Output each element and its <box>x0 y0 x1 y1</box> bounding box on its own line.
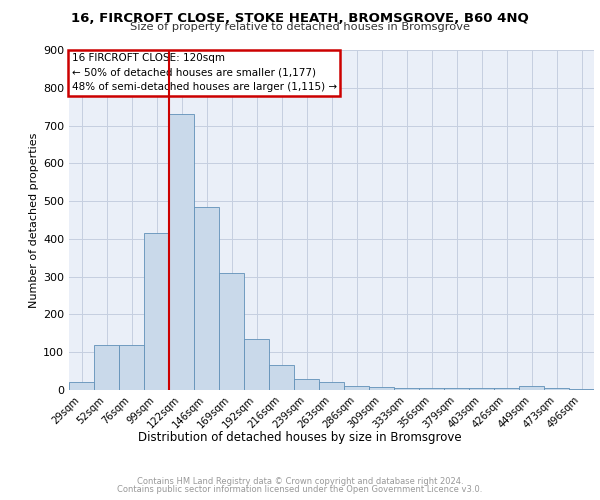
Bar <box>519 386 544 390</box>
Bar <box>369 387 394 390</box>
Bar <box>469 388 494 390</box>
Bar <box>444 388 469 390</box>
Bar <box>494 388 519 390</box>
Bar <box>419 388 444 390</box>
Bar <box>319 382 344 390</box>
Bar <box>294 380 319 390</box>
Y-axis label: Number of detached properties: Number of detached properties <box>29 132 39 308</box>
Bar <box>94 344 119 390</box>
Bar <box>169 114 194 390</box>
Bar <box>219 273 244 390</box>
Bar <box>69 382 94 390</box>
Bar <box>244 339 269 390</box>
Bar <box>569 389 594 390</box>
Bar <box>194 207 219 390</box>
Bar <box>394 388 419 390</box>
Text: Distribution of detached houses by size in Bromsgrove: Distribution of detached houses by size … <box>138 431 462 444</box>
Text: Contains public sector information licensed under the Open Government Licence v3: Contains public sector information licen… <box>118 485 482 494</box>
Bar <box>269 366 294 390</box>
Text: Size of property relative to detached houses in Bromsgrove: Size of property relative to detached ho… <box>130 22 470 32</box>
Text: Contains HM Land Registry data © Crown copyright and database right 2024.: Contains HM Land Registry data © Crown c… <box>137 477 463 486</box>
Bar <box>144 233 169 390</box>
Text: 16, FIRCROFT CLOSE, STOKE HEATH, BROMSGROVE, B60 4NQ: 16, FIRCROFT CLOSE, STOKE HEATH, BROMSGR… <box>71 12 529 26</box>
Bar <box>544 388 569 390</box>
Bar <box>119 344 144 390</box>
Text: 16 FIRCROFT CLOSE: 120sqm
← 50% of detached houses are smaller (1,177)
48% of se: 16 FIRCROFT CLOSE: 120sqm ← 50% of detac… <box>71 54 337 92</box>
Bar <box>344 386 369 390</box>
